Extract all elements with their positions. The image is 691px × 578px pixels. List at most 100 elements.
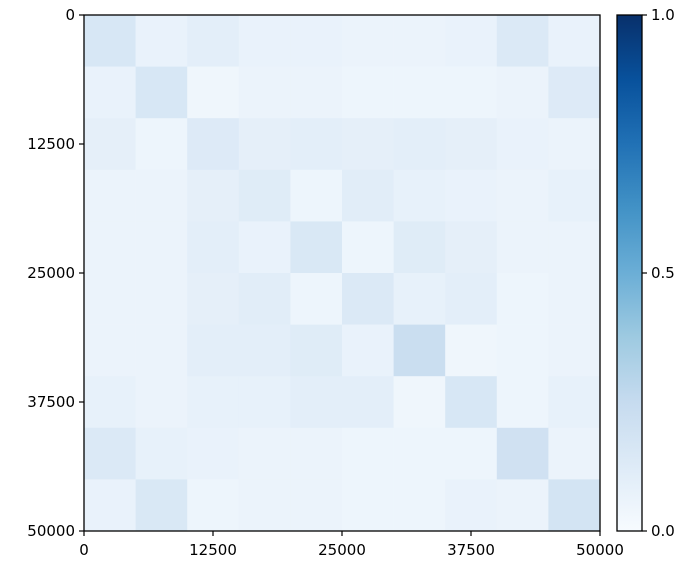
- heatmap-cell: [84, 273, 136, 325]
- y-tick-label: 37500: [27, 393, 75, 411]
- heatmap-cell: [187, 324, 240, 377]
- heatmap-cell: [84, 324, 136, 377]
- heatmap-cell: [393, 118, 446, 171]
- y-axis: 0 12500 25000 37500 50000: [27, 6, 84, 540]
- heatmap-cell: [548, 479, 601, 532]
- heatmap-cell: [290, 273, 343, 325]
- heatmap-cell: [548, 324, 601, 377]
- y-tick-label: 50000: [27, 522, 75, 540]
- x-tick-label: 50000: [576, 541, 624, 559]
- heatmap-cell: [238, 66, 291, 119]
- heatmap-cell: [187, 15, 240, 67]
- heatmap-cell: [135, 273, 188, 325]
- heatmap-cell: [84, 427, 136, 480]
- y-tick-label: 12500: [27, 135, 75, 153]
- heatmap-cell: [342, 15, 394, 67]
- heatmap-cell: [84, 479, 136, 532]
- heatmap-cell: [548, 118, 601, 171]
- heatmap-cell: [187, 221, 240, 274]
- heatmap-cell: [135, 324, 188, 377]
- heatmap-cell: [84, 169, 136, 222]
- heatmap-cell: [496, 479, 549, 532]
- heatmap-cell: [135, 66, 188, 119]
- heatmap-cell: [238, 427, 291, 480]
- colorbar-gradient: [617, 15, 642, 531]
- heatmap-cell: [393, 221, 446, 274]
- heatmap-cell: [135, 376, 188, 429]
- heatmap-cell: [290, 221, 343, 274]
- colorbar-tick-label: 1.0: [651, 6, 675, 24]
- x-axis: 0 12500 25000 37500 50000: [79, 531, 624, 559]
- heatmap-cell: [135, 169, 188, 222]
- heatmap-cell: [496, 324, 549, 377]
- heatmap-cell: [290, 324, 343, 377]
- heatmap-cell: [238, 479, 291, 532]
- heatmap-cell: [290, 66, 343, 119]
- heatmap-cell: [187, 479, 240, 532]
- heatmap-cell: [342, 221, 394, 274]
- y-tick-label: 25000: [27, 264, 75, 282]
- heatmap-cell: [135, 427, 188, 480]
- heatmap-cell: [548, 66, 601, 119]
- heatmap-cell: [548, 376, 601, 429]
- colorbar-tick-label: 0.5: [651, 264, 675, 282]
- heatmap-cell: [548, 169, 601, 222]
- heatmap-cell: [135, 15, 188, 67]
- heatmap-cell: [393, 273, 446, 325]
- heatmap-cell: [496, 169, 549, 222]
- heatmap-cell: [238, 324, 291, 377]
- heatmap-cell: [496, 221, 549, 274]
- x-tick-label: 37500: [447, 541, 495, 559]
- heatmap-cells: [84, 15, 601, 532]
- heatmap-cell: [342, 376, 394, 429]
- heatmap-cell: [342, 169, 394, 222]
- x-tick-label: 25000: [318, 541, 366, 559]
- heatmap-cell: [496, 118, 549, 171]
- heatmap-cell: [187, 118, 240, 171]
- heatmap-cell: [393, 324, 446, 377]
- heatmap-cell: [84, 118, 136, 171]
- heatmap-cell: [393, 169, 446, 222]
- heatmap-cell: [135, 221, 188, 274]
- y-tick-label: 0: [65, 6, 75, 24]
- heatmap-cell: [84, 66, 136, 119]
- heatmap-cell: [342, 427, 394, 480]
- heatmap-cell: [548, 15, 601, 67]
- heatmap-cell: [445, 15, 498, 67]
- heatmap-cell: [342, 273, 394, 325]
- heatmap-cell: [238, 273, 291, 325]
- heatmap-cell: [187, 273, 240, 325]
- heatmap-cell: [393, 376, 446, 429]
- heatmap-cell: [445, 169, 498, 222]
- heatmap-cell: [238, 221, 291, 274]
- heatmap-cell: [445, 324, 498, 377]
- heatmap-cell: [445, 66, 498, 119]
- heatmap-cell: [496, 15, 549, 67]
- heatmap-cell: [187, 376, 240, 429]
- heatmap-cell: [84, 221, 136, 274]
- heatmap-cell: [342, 324, 394, 377]
- colorbar: 0.0 0.5 1.0: [616, 6, 675, 540]
- heatmap-cell: [290, 118, 343, 171]
- heatmap-cell: [135, 118, 188, 171]
- heatmap-cell: [393, 15, 446, 67]
- heatmap-cell: [548, 427, 601, 480]
- x-tick-label: 0: [79, 541, 89, 559]
- x-tick-label: 12500: [189, 541, 237, 559]
- heatmap-cell: [496, 273, 549, 325]
- heatmap-cell: [187, 427, 240, 480]
- heatmap-cell: [445, 427, 498, 480]
- heatmap-cell: [238, 15, 291, 67]
- heatmap-cell: [238, 169, 291, 222]
- heatmap-cell: [342, 118, 394, 171]
- colorbar-tick-label: 0.0: [651, 522, 675, 540]
- heatmap-cell: [290, 15, 343, 67]
- heatmap-cell: [496, 427, 549, 480]
- heatmap-cell: [393, 479, 446, 532]
- heatmap-cell: [187, 66, 240, 119]
- heatmap-cell: [290, 169, 343, 222]
- heatmap-cell: [187, 169, 240, 222]
- heatmap-cell: [445, 479, 498, 532]
